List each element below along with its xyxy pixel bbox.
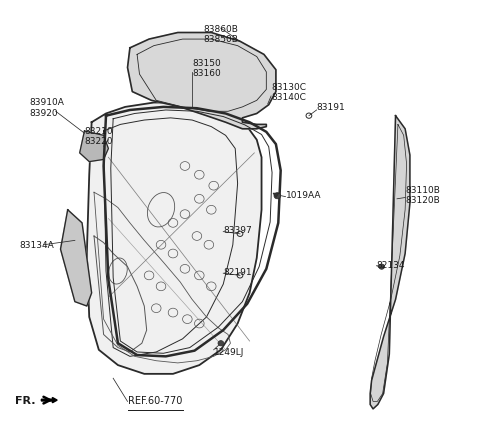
Text: 83910A
83920: 83910A 83920 bbox=[29, 98, 64, 117]
Text: 83860B
83850B: 83860B 83850B bbox=[204, 25, 238, 44]
Circle shape bbox=[274, 193, 281, 199]
Polygon shape bbox=[87, 103, 262, 374]
Text: 83191: 83191 bbox=[317, 103, 345, 112]
Text: 83397: 83397 bbox=[223, 226, 252, 234]
Text: 82191: 82191 bbox=[223, 267, 252, 276]
Polygon shape bbox=[80, 132, 108, 162]
Text: 83210
83220: 83210 83220 bbox=[84, 127, 113, 146]
Polygon shape bbox=[370, 117, 410, 409]
Polygon shape bbox=[41, 398, 57, 403]
Text: REF.60-770: REF.60-770 bbox=[128, 395, 182, 405]
Polygon shape bbox=[273, 194, 279, 198]
Text: 83134A: 83134A bbox=[20, 241, 55, 250]
Text: 82134: 82134 bbox=[376, 260, 405, 269]
Text: 83150
83160: 83150 83160 bbox=[192, 59, 221, 78]
Text: 1249LJ: 1249LJ bbox=[214, 348, 244, 357]
Circle shape bbox=[379, 265, 384, 270]
Text: 83110B
83120B: 83110B 83120B bbox=[405, 185, 440, 205]
Polygon shape bbox=[128, 33, 276, 130]
Text: 83130C
83140C: 83130C 83140C bbox=[271, 83, 306, 102]
Text: 1019AA: 1019AA bbox=[286, 191, 321, 199]
Polygon shape bbox=[60, 210, 92, 306]
Text: FR.: FR. bbox=[15, 395, 36, 405]
Circle shape bbox=[218, 341, 224, 346]
